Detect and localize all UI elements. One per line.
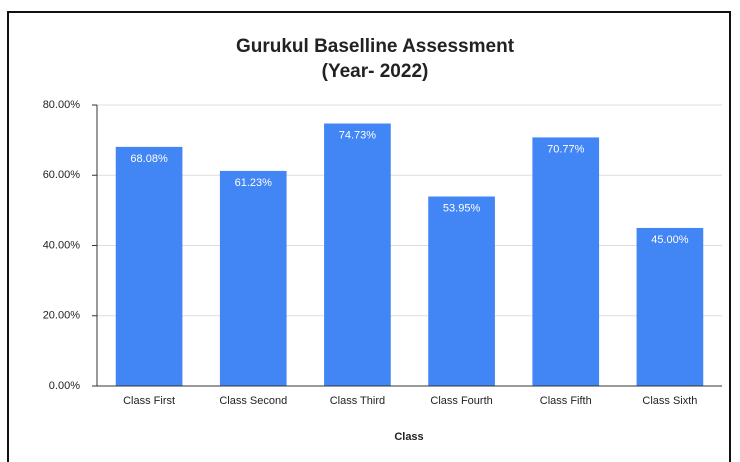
bar [115,146,183,386]
chart-subtitle: (Year- 2022) [322,61,429,82]
x-tick-label: Class Sixth [642,395,697,407]
x-tick-label: Class Third [330,395,385,407]
y-tick-label: 20.00% [43,310,81,322]
value-label: 61.23% [235,177,273,189]
bar [219,170,287,386]
y-tick-label: 60.00% [43,169,81,181]
bar [428,196,495,386]
y-tick-label: 80.00% [43,99,81,111]
x-tick-label: Class Fourth [430,395,492,407]
bar [636,227,704,386]
x-tick-label: Class First [123,395,175,407]
x-axis-label: Class [394,431,423,443]
x-tick-label: Class Fifth [540,395,592,407]
value-label: 45.00% [651,234,689,246]
bar [532,137,600,386]
value-label: 68.08% [130,153,168,165]
y-tick-label: 40.00% [43,239,81,251]
value-label: 53.95% [443,202,481,214]
x-tick-label: Class Second [219,395,287,407]
y-tick-label: 0.00% [49,380,80,392]
bar [324,123,391,387]
value-label: 70.77% [547,143,585,155]
value-label: 74.73% [339,129,377,141]
chart-title: Gurukul Baselline Assessment [236,36,515,57]
